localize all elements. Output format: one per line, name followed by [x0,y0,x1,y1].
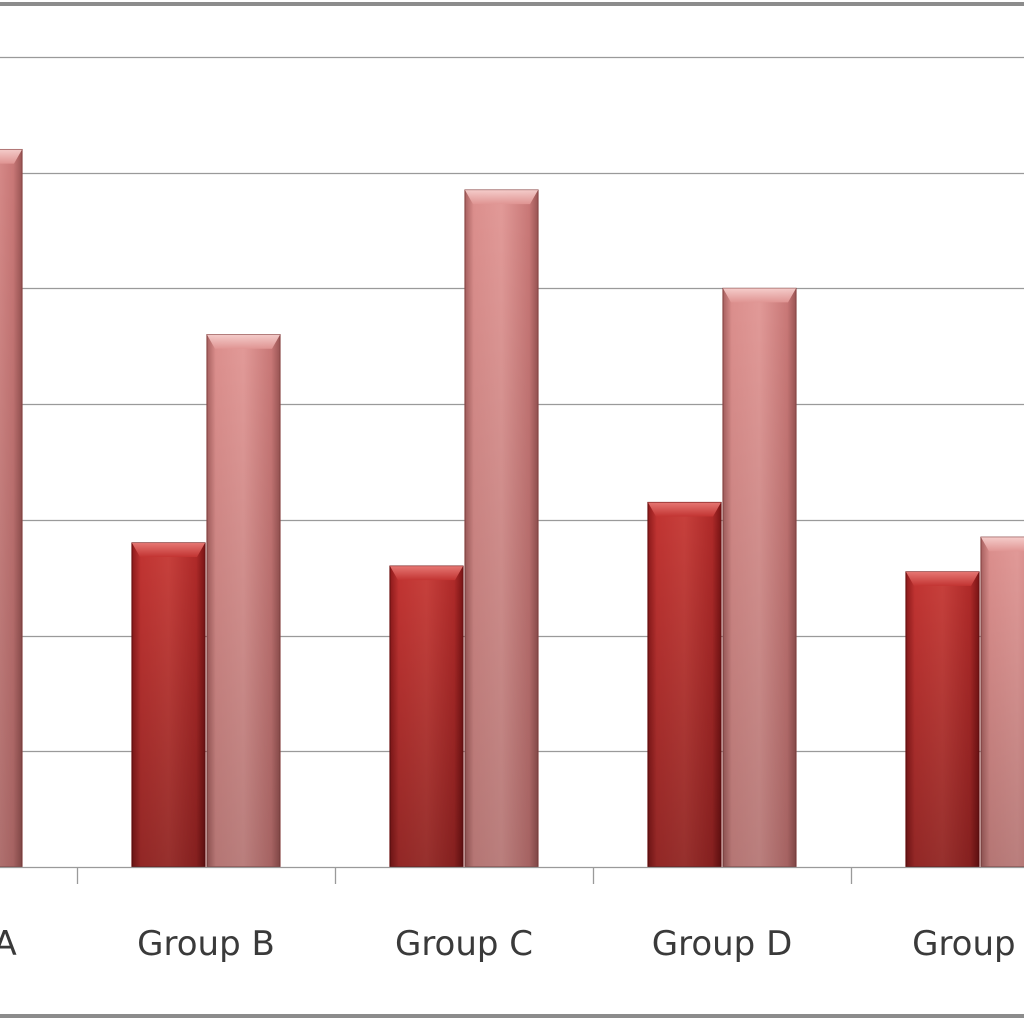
bar-shade [132,543,205,867]
bar [647,501,722,868]
bar [722,287,797,868]
x-tick-labels: Group A Group B Group C Group D Group E [0,924,1024,964]
bar-bevel [648,502,721,517]
x-tick-label: Group A [0,924,17,964]
bar-bevel [0,149,22,164]
bar-bevel [723,288,796,303]
bar-shade [981,537,1024,867]
bar-shade [390,566,463,867]
bar [905,571,980,868]
bar-shade [648,502,721,867]
bar-bevel [390,566,463,581]
bar-bevel [465,190,538,205]
x-tick-label: Group C [395,924,533,964]
bar-shade [0,149,22,868]
bar [464,189,539,868]
bar-bevel [207,334,280,349]
x-axis [0,866,1024,884]
bar [980,536,1024,868]
bar-shade [723,288,796,867]
bar-shade [207,334,280,867]
x-tick-label: Group B [137,924,275,964]
bar-shade [906,571,979,867]
x-tick-label: Group E [912,924,1024,964]
bars [0,148,1024,868]
bar [389,565,464,868]
bar [206,334,281,868]
x-tick-label: Group D [652,924,793,964]
bar [0,148,23,868]
bar-bevel [981,537,1024,552]
bar [131,542,206,868]
bar-shade [465,190,538,868]
bar-bevel [906,571,979,586]
bar-bevel [132,543,205,557]
